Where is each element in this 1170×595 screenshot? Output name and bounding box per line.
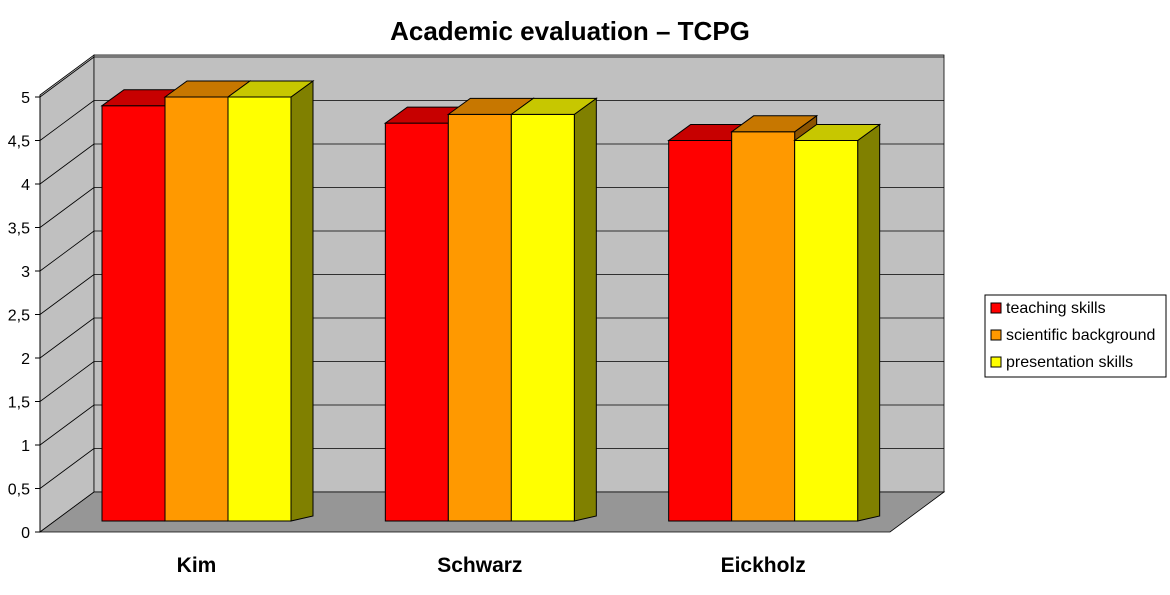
y-tick-label: 0,5 <box>8 482 30 499</box>
gridline-side <box>39 448 95 489</box>
gridline-side <box>39 100 95 141</box>
legend-swatch <box>990 302 1002 314</box>
y-tick-label: 4,5 <box>8 134 30 151</box>
bar-teaching-skills <box>101 105 166 522</box>
legend-label: presentation skills <box>1006 354 1133 371</box>
bar-scientific-background <box>447 113 512 522</box>
y-tick-label: 2,5 <box>8 308 30 325</box>
y-tick-label: 0 <box>21 525 30 542</box>
y-tick-label: 5 <box>21 90 30 107</box>
legend-label: teaching skills <box>1006 300 1106 317</box>
x-tick-label: Kim <box>177 554 217 577</box>
gridline-side <box>39 361 95 402</box>
bar-scientific-background <box>164 96 229 522</box>
bar-top <box>730 115 819 133</box>
y-tick-label: 1,5 <box>8 395 30 412</box>
bar-scientific-background <box>731 131 796 522</box>
gridline-side <box>39 230 95 272</box>
bar-side <box>857 123 881 522</box>
x-axis-labels: Kim Schwarz Eickholz <box>177 554 806 577</box>
y-tick-label: 4 <box>21 177 30 194</box>
y-tick-label: 2 <box>21 351 30 368</box>
x-tick-label: Eickholz <box>721 554 806 577</box>
gridline-side <box>39 187 95 228</box>
side-wall <box>39 54 95 533</box>
gridline-side <box>39 274 95 315</box>
bar-side <box>573 97 597 522</box>
legend[interactable]: teaching skills scientific background pres… <box>984 294 1167 378</box>
gridline-side <box>39 317 95 359</box>
bars <box>100 80 882 522</box>
gridline-side <box>39 404 95 446</box>
x-tick-label: Schwarz <box>437 554 522 577</box>
bar-presentation-skills <box>794 140 859 522</box>
bar-top <box>509 97 598 115</box>
legend-box <box>984 294 1167 378</box>
gridline-side <box>39 143 95 185</box>
y-axis: 0 0,5 1 1,5 2 2,5 3 3,5 4 4,5 5 <box>8 90 41 542</box>
bar-presentation-skills <box>227 96 292 522</box>
y-tick-label: 3 <box>21 264 30 281</box>
legend-label: scientific background <box>1006 327 1155 344</box>
gridline-side <box>39 56 95 98</box>
legend-swatch <box>990 329 1002 341</box>
bar-top <box>793 124 882 141</box>
bar-presentation-skills <box>510 113 575 522</box>
bar-teaching-skills <box>384 122 449 522</box>
bar-teaching-skills <box>668 140 733 522</box>
y-tick-label: 3,5 <box>8 221 30 238</box>
bar-side <box>290 80 314 522</box>
bar-top <box>226 80 315 98</box>
y-tick-label: 1 <box>21 438 30 455</box>
legend-swatch <box>990 356 1002 368</box>
chart-title: Academic evaluation – TCPG <box>390 16 750 46</box>
